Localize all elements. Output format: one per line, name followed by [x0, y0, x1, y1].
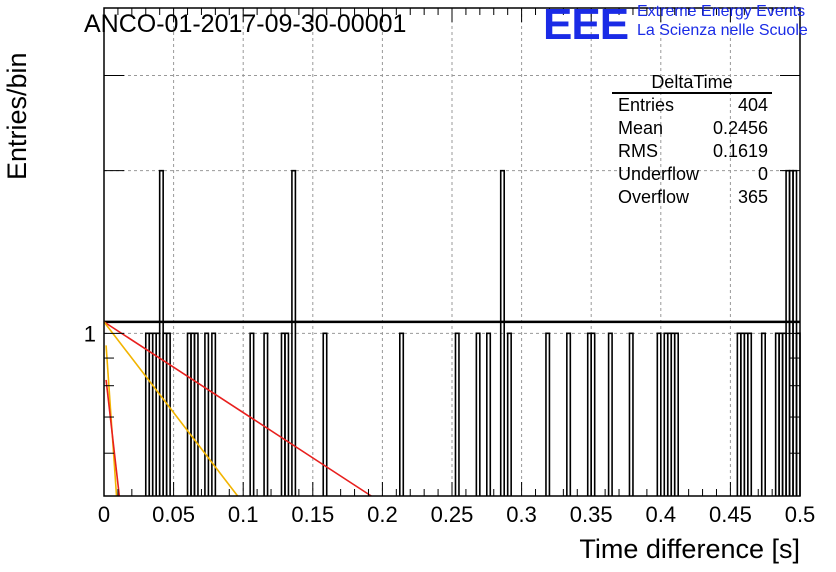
stats-row: Overflow 365 [612, 186, 772, 209]
stats-label: Mean [618, 118, 664, 138]
logo-caption: Extreme Energy Events La Scienza nelle S… [637, 2, 808, 40]
histogram-bin [747, 332, 753, 496]
stats-value: 0 [757, 164, 768, 184]
x-tick-labels: 0 0.05 0.1 0.15 0.2 0.25 0.3 0.35 0.4 0.45 0.5 [98, 502, 815, 527]
histogram-bin [506, 332, 512, 496]
grid-lines [104, 8, 800, 496]
fit-line-red-short [105, 379, 121, 497]
x-tick-label: 0.15 [291, 502, 334, 527]
stats-title: DeltaTime [612, 72, 772, 94]
x-axis-label: Time difference [s] [579, 534, 800, 564]
x-tick-label: 0.05 [152, 502, 195, 527]
stats-label: Underflow [618, 164, 700, 184]
logo-caption-line1: Extreme Energy Events [637, 3, 806, 20]
x-tick-label: 0.1 [228, 502, 259, 527]
x-tick-label: 0 [98, 502, 110, 527]
histogram-bin [249, 332, 255, 496]
y-axis-label: Entries/bin [2, 52, 32, 180]
x-tick-label: 0.35 [570, 502, 613, 527]
histogram-bin [499, 169, 505, 496]
histogram-bin [760, 332, 766, 496]
histogram-bin [607, 332, 613, 496]
histogram-bin [475, 332, 481, 496]
histogram-bin [656, 332, 662, 496]
stats-value: 0.1619 [712, 141, 768, 161]
stats-value: 404 [737, 95, 768, 115]
histogram-bin [291, 169, 297, 496]
histogram-bin [628, 332, 634, 496]
histogram-bin [165, 332, 171, 496]
axes-frame [103, 7, 801, 497]
histogram-bin [284, 332, 290, 496]
eee-logo: EEE [543, 0, 629, 49]
stats-value: 0.2456 [712, 118, 768, 138]
stats-row: Entries 404 [612, 94, 772, 117]
histogram-bin [486, 332, 492, 496]
histogram-bin [211, 332, 217, 496]
stats-value: 365 [737, 187, 768, 207]
stats-row: Mean 0.2456 [612, 117, 772, 140]
histogram-bin [590, 332, 596, 496]
fit-line-orange-mid [103, 321, 239, 497]
chart-title: ANCO-01-2017-09-30-00001 [84, 10, 407, 38]
y-tick-labels: 1 [84, 321, 96, 346]
histogram-bin [322, 332, 328, 496]
x-tick-label: 0.45 [709, 502, 752, 527]
logo-caption-line2: La Scienza nelle Scuole [637, 22, 808, 39]
stats-row: Underflow 0 [612, 163, 772, 186]
x-tick-label: 0.2 [367, 502, 398, 527]
fit-line-red-long [103, 321, 372, 497]
histogram-bin [454, 332, 460, 496]
stats-label: RMS [618, 141, 658, 161]
histogram-bin [673, 332, 679, 496]
y-tick-label: 1 [84, 321, 96, 346]
histogram-bin [399, 332, 405, 496]
stats-box: DeltaTime Entries 404 Mean 0.2456 RMS 0.161… [612, 72, 772, 209]
histogram-bin [263, 332, 269, 496]
histogram-bin [566, 332, 572, 496]
histogram-bin [545, 332, 551, 496]
x-tick-label: 0.25 [431, 502, 474, 527]
histogram-bin [193, 332, 199, 496]
x-tick-label: 0.4 [646, 502, 677, 527]
x-tick-label: 0.5 [785, 502, 816, 527]
histogram-bin [204, 332, 210, 496]
stats-row: RMS 0.1619 [612, 140, 772, 163]
stats-label: Entries [618, 95, 675, 115]
fit-lines [103, 320, 800, 497]
plot-frame [103, 7, 801, 497]
x-tick-label: 0.3 [506, 502, 537, 527]
stats-label: Overflow [618, 187, 690, 207]
